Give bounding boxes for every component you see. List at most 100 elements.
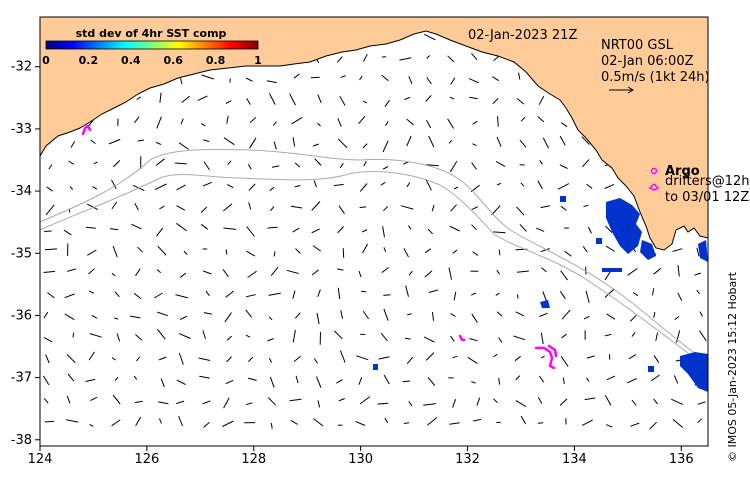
current-vector [449,225,460,232]
argo-legend-marker [650,167,658,175]
current-vector [86,203,99,211]
current-vector [382,166,389,170]
current-vector [64,313,75,321]
current-vector [317,289,321,297]
current-vector [333,330,343,340]
current-vector [226,115,229,124]
current-vector [267,397,277,406]
latitude-axis: -32 -33 -34 -35 -36 -37 -38 [11,60,40,448]
current-vector [313,358,318,364]
current-vector [45,354,50,364]
current-vector [537,180,543,190]
bathymetry-contour-inner [40,171,708,369]
current-vector [447,118,455,129]
current-vector [176,205,186,211]
current-vector [653,398,659,405]
current-vector [180,272,187,278]
current-vector [340,75,346,79]
current-vector [314,158,322,166]
current-vector [227,183,234,189]
current-vector [67,268,77,272]
current-vector [157,311,168,317]
current-vector [92,186,98,190]
current-vector [337,268,344,271]
current-vector [604,183,615,189]
current-vector [199,375,210,379]
current-vector [492,98,499,105]
current-vector [44,230,52,232]
current-vector [431,204,435,212]
current-vector [383,308,389,321]
current-vector [91,314,98,319]
current-vector [338,205,345,214]
current-vector [515,375,521,381]
current-vector [290,419,298,425]
current-vector [44,420,55,423]
current-vector [537,397,543,404]
current-vector [43,270,56,273]
current-vector [176,379,186,385]
current-vector [87,249,97,256]
current-vector [292,227,300,233]
current-vector [560,356,569,367]
current-vector [428,135,435,148]
current-vector [453,291,457,301]
current-vector [88,290,95,294]
current-vector [111,419,121,427]
current-vector [246,402,253,405]
current-vector [425,352,435,361]
current-vector [424,270,433,278]
current-vector [362,143,368,149]
current-vector [66,354,76,364]
current-vector [269,186,275,191]
current-vector [399,57,412,61]
current-vector [295,248,301,254]
x-tick-label: 136 [669,452,694,467]
current-vector [520,116,526,122]
longitude-axis: 124 126 128 130 132 134 136 [28,446,694,467]
argo-legend-label: Argo [665,164,700,179]
current-vector [93,161,98,165]
current-vector [541,267,547,273]
current-vector [247,377,257,381]
current-vector [362,53,368,62]
current-vector [628,354,637,360]
current-vector [178,352,184,365]
current-vector [516,206,525,216]
current-vector [361,229,368,233]
current-vector [156,227,164,237]
current-vector [649,421,657,430]
current-vector [426,164,439,167]
current-vector [380,332,388,342]
current-vector [427,228,433,235]
current-vector [338,398,345,402]
current-vector [584,397,596,401]
current-vector [246,226,255,237]
current-vector [225,290,235,298]
current-vector [383,374,390,385]
current-vector [582,159,590,168]
current-vector [340,350,346,363]
current-vector [336,56,343,63]
current-vector [180,118,184,125]
current-vector [358,270,362,278]
imos-credit: © IMOS 05-Jan-2023 15:12 Hobart [726,271,739,462]
current-vector [135,268,141,276]
current-vector [362,310,370,320]
current-vector [159,92,162,103]
current-vector [496,136,502,147]
current-vector [516,294,519,299]
current-vector [67,373,75,382]
current-vector [560,270,569,281]
current-vector [178,142,189,150]
current-vector [294,162,301,168]
current-vector [43,311,49,319]
colorbar-tick-label: 0.4 [121,54,141,67]
current-vector [383,294,391,296]
current-vector [46,186,53,192]
current-vector [312,143,319,147]
current-vector [248,183,256,191]
current-vector [604,270,612,281]
current-vector [362,243,369,254]
